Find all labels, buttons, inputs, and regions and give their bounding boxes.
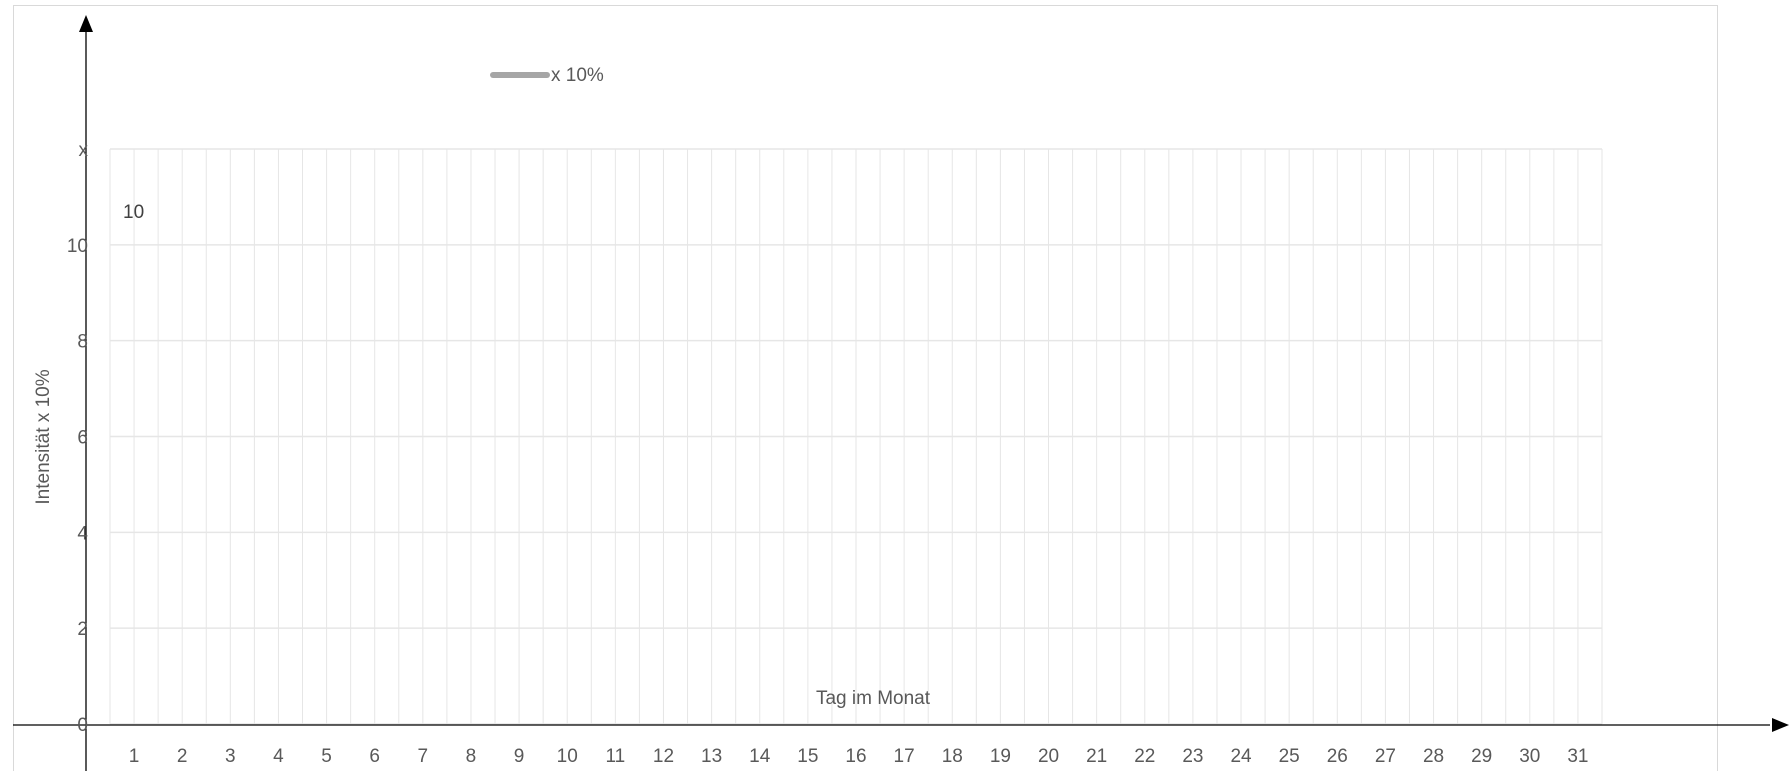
y-tick-label: 10	[67, 236, 88, 257]
y-tick-label: 2	[77, 619, 88, 640]
x-tick-label: 22	[1134, 746, 1155, 767]
x-tick-label: 11	[605, 746, 625, 767]
x-tick-label: 8	[466, 746, 477, 767]
x-tick-label: 19	[990, 746, 1011, 767]
x-tick-label: 7	[418, 746, 429, 767]
grid-layer	[109, 148, 1603, 725]
x-tick-label: 15	[797, 746, 818, 767]
data-annotation: 10	[123, 202, 144, 223]
legend: x 10%	[490, 65, 604, 86]
x-tick-label: 14	[749, 746, 771, 767]
chart-border	[13, 5, 1718, 776]
axis-layer	[13, 15, 1789, 771]
y-tick-label: 6	[77, 428, 88, 449]
x-tick-label: 6	[369, 746, 380, 767]
legend-label: x 10%	[551, 65, 604, 86]
x-tick-label: 24	[1230, 746, 1252, 767]
x-tick-label: 12	[653, 746, 674, 767]
x-tick-label: 31	[1567, 746, 1588, 767]
x-tick-label: 9	[514, 746, 525, 767]
x-tick-label: 17	[894, 746, 915, 767]
x-tick-label: 30	[1519, 746, 1540, 767]
y-tick-label: 8	[77, 332, 88, 353]
x-tick-label: 27	[1375, 746, 1396, 767]
x-tick-label: 10	[557, 746, 578, 767]
x-tick-label: 13	[701, 746, 722, 767]
x-tick-label: 21	[1086, 746, 1107, 767]
y-tick-label: x	[79, 140, 89, 161]
x-tick-label: 23	[1182, 746, 1203, 767]
x-tick-label: 18	[942, 746, 963, 767]
y-axis-title: Intensität x 10%	[33, 369, 54, 504]
y-tick-label: 4	[77, 523, 88, 544]
x-tick-label: 1	[129, 746, 140, 767]
x-tick-label: 2	[177, 746, 188, 767]
x-tick-label: 20	[1038, 746, 1059, 767]
y-axis-arrow-icon	[79, 15, 93, 32]
x-tick-label: 25	[1279, 746, 1300, 767]
x-tick-label: 3	[225, 746, 236, 767]
x-tick-label: 28	[1423, 746, 1444, 767]
x-tick-label: 4	[273, 746, 284, 767]
x-tick-label: 29	[1471, 746, 1492, 767]
x-tick-label: 5	[321, 746, 332, 767]
x-axis-arrow-icon	[1772, 718, 1789, 732]
x-tick-label: 16	[845, 746, 866, 767]
y-tick-label: 0	[77, 715, 88, 736]
x-tick-label: 26	[1327, 746, 1348, 767]
x-axis-title: Tag im Monat	[816, 688, 931, 709]
